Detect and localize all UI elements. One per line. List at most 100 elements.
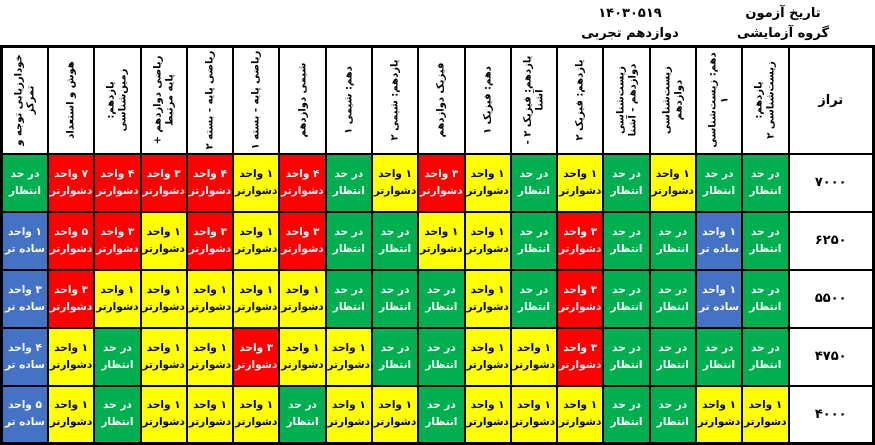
column-header: شیمی دوازدهم: [278, 45, 327, 155]
difficulty-cell: در حد انتظار: [509, 210, 559, 271]
difficulty-cell: در حد انتظار: [602, 268, 651, 329]
difficulty-cell: ۱ واحد دشوارتر: [324, 326, 373, 387]
difficulty-cell: ۳ واحد دشوارتر: [93, 210, 142, 271]
column-header: یازدهم: زمین‌شناسی: [93, 45, 142, 155]
difficulty-cell: ۱ واحد دشوارتر: [370, 152, 420, 213]
column-header-label: فیزیک دوازدهم: [435, 62, 447, 138]
difficulty-cell: ۱ واحد دشوارتر: [463, 152, 512, 213]
difficulty-cell: در حد انتظار: [370, 210, 420, 271]
table-row: ۴۰۰۰ ۱ واحد دشوارتر ۱ واحد دشوارتر در حد ان…: [0, 384, 875, 445]
difficulty-cell: ۴ واحد دشوارتر: [185, 152, 235, 213]
column-header: ریاضی دوازدهم + پایه مرتبط: [139, 45, 188, 155]
difficulty-cell: در حد انتظار: [694, 326, 744, 387]
difficulty-cell: ۱ واحد دشوارتر: [185, 268, 235, 329]
difficulty-cell: ۱ واحد دشوارتر: [463, 326, 512, 387]
difficulty-cell: ۱ واحد دشوارتر: [741, 384, 790, 445]
difficulty-cell: در حد انتظار: [648, 326, 697, 387]
score-cell: ۷۰۰۰: [787, 152, 875, 213]
difficulty-cell: ۱ واحد دشوارتر: [278, 326, 327, 387]
difficulty-cell: ۱ واحد دشوارتر: [232, 210, 281, 271]
difficulty-cell: در حد انتظار: [370, 326, 420, 387]
difficulty-cell: ۳ واحد دشوارتر: [185, 210, 235, 271]
difficulty-cell: در حد انتظار: [370, 268, 420, 329]
difficulty-cell: ۳ واحد دشوارتر: [232, 326, 281, 387]
difficulty-cell: ۱ واحد دشوارتر: [463, 268, 512, 329]
difficulty-cell: در حد انتظار: [417, 326, 466, 387]
difficulty-cell: ۱ واحد دشوارتر: [46, 326, 96, 387]
column-header: زیست‌شناسی دوازدهم: [648, 45, 697, 155]
column-header: ریاضی پایه - بسته ۲: [185, 45, 235, 155]
column-header: خودارزیابی توجه و تمرکز: [0, 45, 49, 155]
score-cell: ۶۲۵۰: [787, 210, 875, 271]
difficulty-cell: ۱ واحد دشوارتر: [232, 384, 281, 445]
score-cell: ۴۷۵۰: [787, 326, 875, 387]
score-column-header: تراز: [787, 45, 875, 155]
column-header: دهم: زیست‌شناسی ۱: [694, 45, 744, 155]
difficulty-cell: ۴ واحد دشوارتر: [278, 152, 327, 213]
column-header: یازدهم: شیمی ۲: [370, 45, 420, 155]
difficulty-cell: در حد انتظار: [648, 268, 697, 329]
difficulty-cell: ۵ واحد دشوارتر: [46, 210, 96, 271]
difficulty-cell: ۳ واحد دشوارتر: [278, 210, 327, 271]
difficulty-cell: ۱ واحد دشوارتر: [324, 384, 373, 445]
difficulty-cell: در حد انتظار: [741, 210, 790, 271]
column-header-label: یازدهم: زیست‌شناسی ۲: [753, 61, 777, 140]
difficulty-cell: ۱ واحد ساده تر: [0, 210, 49, 271]
difficulty-cell: ۳ واحد دشوارتر: [46, 268, 96, 329]
difficulty-cell: ۱ واحد دشوارتر: [463, 384, 512, 445]
header-row: تراز یازدهم: زیست‌شناسی ۲ دهم: زیست‌شناسی…: [0, 45, 875, 155]
difficulty-cell: ۱ واحد دشوارتر: [278, 268, 327, 329]
column-header-label: دهم: شیمی ۱: [343, 66, 355, 135]
difficulty-cell: ۱ واحد دشوارتر: [463, 210, 512, 271]
score-cell: ۵۵۰۰: [787, 268, 875, 329]
difficulty-cell: ۱ واحد دشوارتر: [556, 152, 605, 213]
column-header-label: دهم: زیست‌شناسی ۱: [707, 52, 731, 148]
column-header-label: ریاضی دوازدهم + پایه مرتبط: [152, 55, 175, 145]
difficulty-cell: در حد انتظار: [0, 152, 49, 213]
difficulty-cell: در حد انتظار: [648, 384, 697, 445]
column-header: دهم: شیمی ۱: [324, 45, 373, 155]
column-header-label: خودارزیابی توجه و تمرکز: [13, 54, 37, 146]
difficulty-cell: در حد انتظار: [602, 210, 651, 271]
table-row: ۷۰۰۰ در حد انتظار در حد انتظار ۱ واحد دشوار…: [0, 152, 875, 213]
difficulty-cell: در حد انتظار: [694, 152, 744, 213]
difficulty-cell: در حد انتظار: [93, 384, 142, 445]
difficulty-cell: در حد انتظار: [324, 268, 373, 329]
difficulty-cell: ۱ واحد دشوارتر: [232, 152, 281, 213]
difficulty-cell: ۱ واحد ساده تر: [694, 210, 744, 271]
difficulty-cell: ۱ واحد دشوارتر: [185, 384, 235, 445]
difficulty-cell: ۳ واحد دشوارتر: [417, 152, 466, 213]
difficulty-cell: در حد انتظار: [741, 268, 790, 329]
table-row: ۴۷۵۰ در حد انتظار در حد انتظار در حد انتظار…: [0, 326, 875, 387]
difficulty-cell: ۱ واحد دشوارتر: [232, 268, 281, 329]
difficulty-cell: ۱ واحد ساده تر: [694, 268, 744, 329]
exam-group-value: دوازدهم تجربی: [581, 25, 679, 41]
difficulty-cell: ۱ واحد دشوارتر: [417, 210, 466, 271]
difficulty-cell: ۳ واحد ساده تر: [0, 268, 49, 329]
difficulty-cell: ۳ واحد دشوارتر: [556, 326, 605, 387]
difficulty-cell: در حد انتظار: [648, 210, 697, 271]
difficulty-cell: در حد انتظار: [509, 152, 559, 213]
difficulty-cell: در حد انتظار: [93, 326, 142, 387]
difficulty-cell: ۱ واحد دشوارتر: [139, 384, 188, 445]
exam-group-label: گروه آزمایشی: [736, 25, 830, 41]
score-cell: ۴۰۰۰: [787, 384, 875, 445]
difficulty-cell: ۱ واحد دشوارتر: [509, 326, 559, 387]
column-header-label: زیست‌شناسی دوازدهم - آشنا: [615, 63, 638, 137]
difficulty-cell: ۱ واحد دشوارتر: [185, 326, 235, 387]
column-header-label: یازدهم: زمین‌شناسی: [105, 68, 129, 132]
difficulty-table: تراز یازدهم: زیست‌شناسی ۲ دهم: زیست‌شناسی…: [0, 45, 875, 445]
difficulty-cell: در حد انتظار: [278, 384, 327, 445]
exam-date-label: تاریخ آزمون: [745, 5, 821, 21]
difficulty-cell: ۴ واحد دشوارتر: [93, 152, 142, 213]
column-header: یازدهم: فیزیک ۲: [556, 45, 605, 155]
column-header: زیست‌شناسی دوازدهم - آشنا: [602, 45, 651, 155]
column-header-label: هوش و استعداد: [65, 61, 77, 140]
column-header: هوش و استعداد: [46, 45, 96, 155]
difficulty-cell: ۴ واحد ساده تر: [0, 326, 49, 387]
difficulty-cell: ۱ واحد دشوارتر: [556, 384, 605, 445]
difficulty-cell: ۱ واحد دشوارتر: [694, 384, 744, 445]
difficulty-cell: در حد انتظار: [417, 384, 466, 445]
column-header-label: زیست‌شناسی دوازدهم: [661, 66, 684, 135]
difficulty-cell: ۳ واحد دشوارتر: [556, 210, 605, 271]
